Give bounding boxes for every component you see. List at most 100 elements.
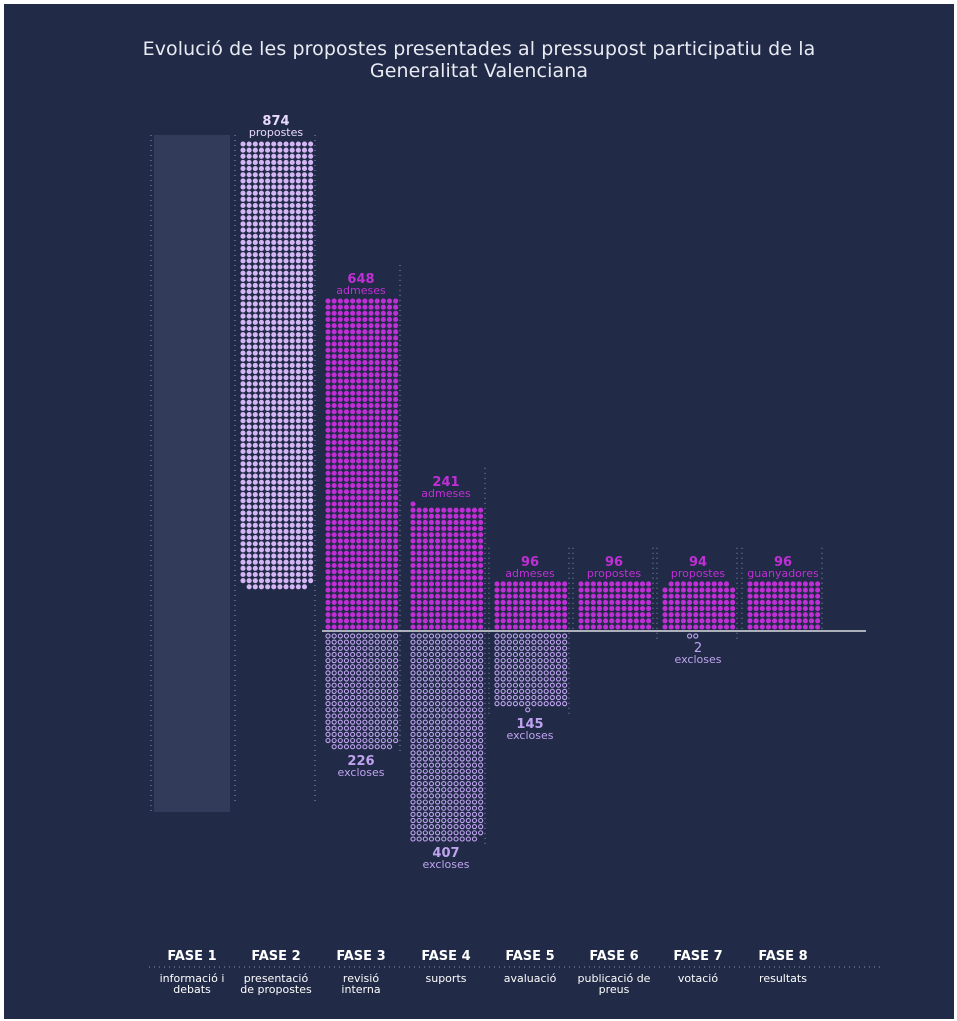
excluded-dot bbox=[500, 651, 506, 658]
excluded-dot bbox=[447, 701, 453, 707]
admitted-dot bbox=[435, 599, 441, 605]
proposal-dot bbox=[258, 227, 264, 233]
proposal-dot bbox=[240, 202, 246, 209]
admitted-dot bbox=[494, 593, 500, 599]
excluded-dot bbox=[555, 701, 562, 707]
excluded-dot bbox=[337, 713, 343, 719]
proposal-dot bbox=[277, 362, 283, 368]
admitted-dot bbox=[674, 599, 680, 605]
admitted-dot bbox=[584, 606, 590, 612]
proposal-dot bbox=[295, 313, 301, 319]
excluded-dot bbox=[343, 737, 350, 744]
proposal-dot bbox=[271, 455, 277, 461]
admitted-dot bbox=[325, 489, 331, 495]
excluded-dot bbox=[368, 719, 374, 725]
proposal-dot bbox=[240, 547, 246, 553]
admitted-dot bbox=[519, 612, 525, 618]
phase-label: FASE 5 bbox=[505, 949, 554, 964]
proposal-dot bbox=[301, 178, 308, 184]
proposal-dot bbox=[258, 159, 264, 165]
proposal-dot bbox=[277, 405, 283, 412]
proposal-dot bbox=[295, 504, 301, 510]
proposal-dot bbox=[265, 405, 271, 412]
excluded-dot bbox=[337, 633, 343, 639]
proposal-dot bbox=[246, 565, 252, 571]
excluded-dot bbox=[471, 817, 478, 824]
proposal-dot bbox=[301, 252, 308, 258]
admitted-dot bbox=[796, 624, 802, 630]
proposal-dot bbox=[246, 473, 252, 479]
excluded-dot bbox=[350, 657, 356, 664]
admitted-dot bbox=[393, 526, 399, 532]
admitted-dot bbox=[422, 526, 428, 532]
proposal-dot bbox=[277, 356, 283, 362]
admitted-dot bbox=[325, 341, 331, 347]
proposal-dot bbox=[258, 381, 264, 387]
admitted-dot bbox=[386, 624, 393, 630]
excluded-dot bbox=[478, 707, 484, 713]
excluded-dot bbox=[374, 701, 380, 707]
admitted-dot bbox=[578, 606, 584, 612]
excluded-dot bbox=[416, 830, 422, 836]
admitted-dot bbox=[471, 532, 478, 538]
excluded-dot bbox=[506, 664, 512, 670]
admitted-dot bbox=[337, 409, 343, 415]
proposal-dot bbox=[240, 313, 246, 319]
admitted-dot bbox=[790, 587, 796, 593]
proposal-dot bbox=[308, 553, 314, 559]
excluded-dot bbox=[386, 701, 393, 707]
proposal-dot bbox=[301, 202, 308, 209]
excluded-dot bbox=[447, 836, 453, 842]
admitted-dot bbox=[453, 599, 459, 605]
proposal-dot bbox=[301, 553, 308, 559]
excluded-dot bbox=[350, 713, 356, 719]
proposal-dot bbox=[265, 492, 271, 498]
excluded-dot bbox=[506, 670, 512, 676]
excluded-dot bbox=[447, 651, 453, 658]
excluded-dot bbox=[693, 633, 699, 639]
admitted-dot bbox=[453, 538, 459, 544]
proposal-dot bbox=[252, 301, 258, 307]
admitted-dot bbox=[350, 360, 356, 366]
admitted-dot bbox=[368, 581, 374, 587]
proposal-dot bbox=[258, 362, 264, 368]
excluded-dot bbox=[555, 682, 562, 688]
proposal-dot bbox=[265, 442, 271, 448]
admitted-dot bbox=[337, 489, 343, 495]
proposal-dot bbox=[308, 375, 314, 381]
admitted-dot bbox=[422, 569, 428, 575]
proposal-dot bbox=[240, 221, 246, 227]
admitted-dot bbox=[639, 618, 646, 624]
admitted-dot bbox=[668, 612, 674, 618]
admitted-dot bbox=[478, 526, 484, 532]
proposal-dot bbox=[295, 553, 301, 559]
proposal-dot bbox=[265, 159, 271, 165]
proposal-dot bbox=[289, 295, 295, 301]
admitted-dot bbox=[668, 618, 674, 624]
admitted-dot bbox=[711, 581, 717, 587]
admitted-dot bbox=[494, 587, 500, 593]
admitted-dot bbox=[674, 581, 680, 587]
excluded-dot bbox=[447, 750, 453, 756]
proposal-dot bbox=[252, 393, 258, 399]
proposal-dot bbox=[240, 510, 246, 516]
proposal-dot bbox=[271, 442, 277, 448]
admitted-dot bbox=[374, 464, 380, 470]
excluded-dot bbox=[471, 762, 478, 768]
admitted-dot bbox=[784, 606, 790, 612]
admitted-dot bbox=[386, 409, 393, 415]
proposal-dot bbox=[289, 399, 295, 405]
admitted-dot bbox=[416, 612, 422, 618]
proposal-dot bbox=[301, 196, 308, 202]
excluded-dot bbox=[447, 768, 453, 774]
proposal-dot bbox=[301, 467, 308, 473]
admitted-dot bbox=[447, 526, 453, 532]
proposal-dot bbox=[301, 159, 308, 165]
excluded-dot bbox=[422, 676, 428, 682]
proposal-dot bbox=[240, 209, 246, 215]
admitted-dot bbox=[441, 599, 447, 605]
admitted-dot bbox=[646, 581, 652, 587]
admitted-dot bbox=[343, 403, 350, 409]
admitted-dot bbox=[374, 421, 380, 427]
excluded-dot bbox=[331, 701, 337, 707]
